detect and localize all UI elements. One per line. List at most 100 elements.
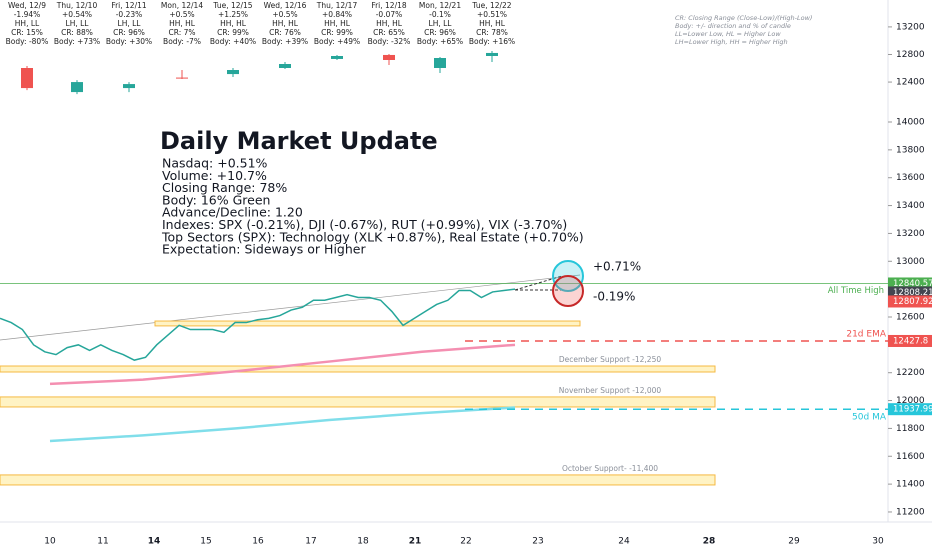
- x-tick-label: 24: [618, 537, 630, 547]
- title: Daily Market Update: [160, 127, 438, 155]
- note-line: Volume: +10.7%: [162, 168, 267, 183]
- candle-annotation: Body: +65%: [417, 37, 463, 46]
- y-tick-label: 12600: [896, 312, 925, 322]
- candle-annotation: HH, LL: [15, 19, 40, 28]
- candle-annotation: HH, HL: [376, 19, 403, 28]
- candle-annotation: HH, HL: [324, 19, 351, 28]
- x-tick-label: 22: [460, 537, 471, 547]
- candle-annotation: CR: 96%: [113, 28, 145, 37]
- x-tick-label: 15: [200, 537, 211, 547]
- trend-line: [0, 274, 581, 341]
- price-label-bg: [888, 334, 932, 347]
- price-label: 12807.92: [893, 297, 932, 307]
- candle-annotation: Body: +30%: [106, 37, 152, 46]
- y-tick-label: 11800: [896, 424, 925, 434]
- candle-annotation: Tue, 12/22: [471, 1, 511, 10]
- candle-annotation: HH, HL: [220, 19, 247, 28]
- x-tick-label: 17: [305, 537, 316, 547]
- zone-label: November Support -12,000: [559, 386, 662, 395]
- candle-annotation: CR: 99%: [321, 28, 353, 37]
- candle-body: [383, 54, 395, 60]
- x-tick-label: 29: [788, 537, 800, 547]
- candle-annotation: +0.84%: [322, 10, 352, 19]
- y-tick-label: 12800: [896, 50, 925, 60]
- support-zone: [0, 396, 716, 408]
- candle-body: [434, 58, 446, 68]
- y-tick-label: 13800: [896, 145, 925, 155]
- support-zone: [0, 365, 716, 373]
- candle-annotation: +0.54%: [62, 10, 92, 19]
- price-label-bg: [888, 295, 932, 308]
- candle-annotation: +0.51%: [477, 10, 507, 19]
- candle-annotation: Body: -7%: [163, 37, 201, 46]
- candle-annotation: CR: 78%: [476, 28, 508, 37]
- y-tick-label: 13400: [896, 201, 925, 211]
- y-tick-label: 11600: [896, 452, 925, 462]
- candle-annotation: CR: 7%: [168, 28, 195, 37]
- x-tick-label: 11: [97, 537, 108, 547]
- x-tick-label: 18: [357, 537, 369, 547]
- x-tick-label: 16: [252, 537, 264, 547]
- price-label: 11937.99: [893, 405, 932, 415]
- y-tick-label: 12200: [896, 368, 925, 378]
- zone-label: October Support- -11,400: [562, 464, 658, 473]
- legend-note: Body: +/- direction and % of candle: [675, 22, 791, 30]
- projection-label: -0.19%: [593, 290, 635, 304]
- candle-annotation: HH, HL: [169, 19, 196, 28]
- candle-annotation: Wed, 12/16: [264, 1, 307, 10]
- candle-annotation: CR: 88%: [61, 28, 93, 37]
- candle-annotation: HH, HL: [272, 19, 299, 28]
- candle-annotation: Body: -80%: [6, 37, 49, 46]
- zone-label: December Support -12,250: [559, 355, 661, 364]
- candle-annotation: Body: -32%: [368, 37, 411, 46]
- x-tick-label: 23: [532, 537, 543, 547]
- candle-annotation: LH, LL: [66, 19, 90, 28]
- x-tick-label: 30: [872, 537, 884, 547]
- y-tick-label: 14000: [896, 118, 925, 128]
- candle-annotation: HH, HL: [479, 19, 506, 28]
- candle-annotation: Fri, 12/11: [111, 1, 147, 10]
- candle-annotation: -1.94%: [14, 10, 41, 19]
- y-tick-label: 11200: [896, 507, 925, 517]
- note-line: Nasdaq: +0.51%: [162, 156, 268, 171]
- candle-annotation: Tue, 12/15: [212, 1, 252, 10]
- y-tick-label: 13000: [896, 257, 925, 267]
- candle-annotation: Thu, 12/17: [316, 1, 358, 10]
- legend-note: LH=Lower High, HH = Higher High: [675, 38, 788, 46]
- y-tick-label: 12400: [896, 78, 925, 88]
- candle-body: [486, 52, 498, 56]
- x-tick-label: 10: [44, 537, 56, 547]
- candle-annotation: Mon, 12/14: [161, 1, 203, 10]
- note-line: Expectation: Sideways or Higher: [162, 242, 366, 257]
- ma-line: [49, 406, 516, 443]
- ma-label: 50d MA: [852, 413, 887, 423]
- candle-body: [71, 82, 83, 93]
- support-zone: [0, 474, 716, 486]
- note-line: Advance/Decline: 1.20: [162, 205, 303, 220]
- price-label: 12427.8: [893, 336, 928, 346]
- candle-annotation: Body: +49%: [314, 37, 360, 46]
- candle-annotation: -0.23%: [116, 10, 143, 19]
- candle-annotation: Mon, 12/21: [419, 1, 461, 10]
- candle-annotation: CR: 96%: [424, 28, 456, 37]
- note-line: Body: 16% Green: [162, 192, 270, 207]
- note-line: Indexes: SPX (-0.21%), DJI (-0.67%), RUT…: [162, 217, 567, 232]
- candle-annotation: -0.07%: [376, 10, 403, 19]
- note-line: Closing Range: 78%: [162, 180, 287, 195]
- candle-annotation: CR: 15%: [11, 28, 43, 37]
- candle-body: [176, 77, 188, 79]
- price-label: 12840.57: [893, 279, 932, 289]
- candle-body: [21, 68, 33, 89]
- candle-annotation: +0.5%: [272, 10, 297, 19]
- price-line: [0, 288, 516, 361]
- candle-annotation: CR: 76%: [269, 28, 301, 37]
- y-tick-label: 11400: [896, 480, 925, 490]
- candle-annotation: Body: +73%: [54, 37, 100, 46]
- candle-body: [227, 70, 239, 75]
- x-tick-label: 21: [409, 537, 422, 547]
- legend-note: LL=Lower Low, HL = Higher Low: [675, 30, 781, 38]
- candle-annotation: LH, LL: [118, 19, 142, 28]
- price-label: 12808.21: [893, 288, 932, 298]
- y-tick-label: 12000: [896, 396, 925, 406]
